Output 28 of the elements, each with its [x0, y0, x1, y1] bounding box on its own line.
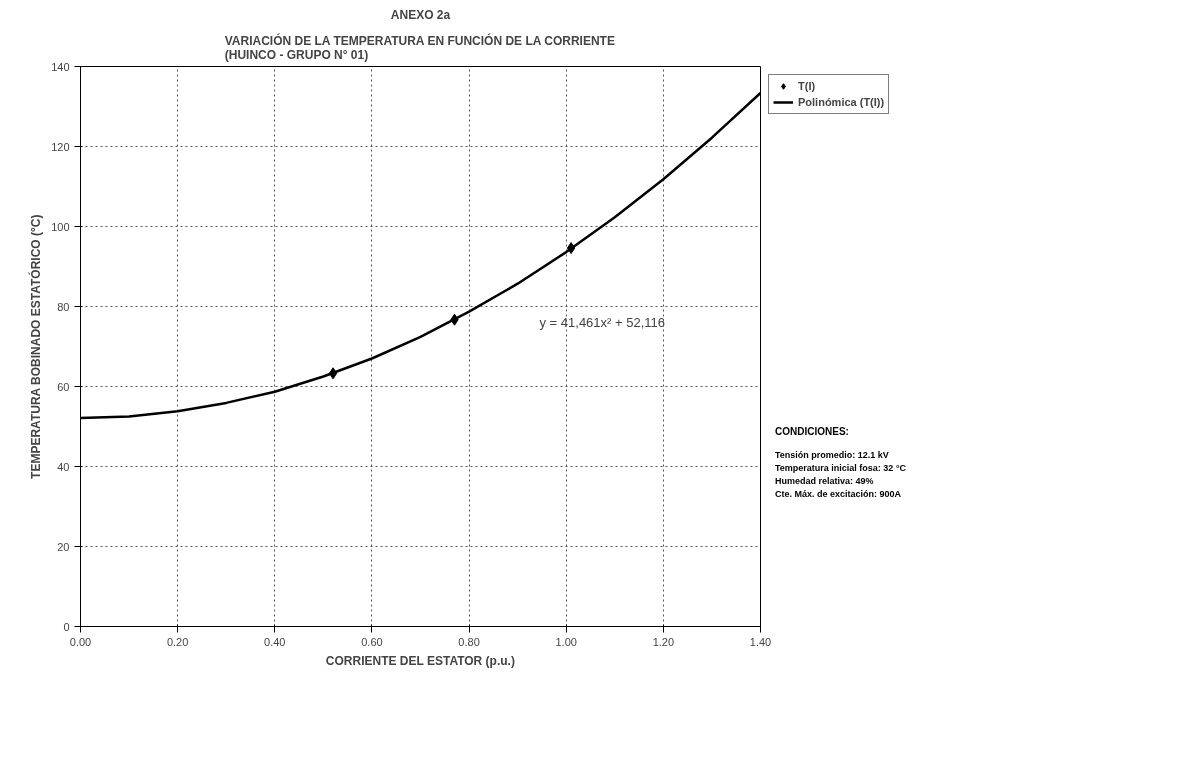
y-tick-label: 140	[51, 60, 70, 73]
annotation: y = 41,461x² + 52,116	[539, 314, 666, 330]
y-tick-label: 60	[57, 380, 70, 393]
x-tick-label: 0.60	[361, 635, 383, 648]
x-tick-label: 0.80	[458, 635, 480, 648]
chart-subtitle: VARIACIÓN DE LA TEMPERATURA EN FUNCIÓN DE LA CORRIENTE (HUINCO - GRUPO N° 01)	[224, 32, 615, 62]
text: Temperatura inicial fosa: 32 °C	[775, 462, 906, 475]
x-tick-label: 1.00	[555, 635, 577, 648]
y-tick-label: 100	[51, 220, 70, 233]
chart-title: ANEXO 2a	[390, 7, 451, 22]
y-tick-label: 80	[57, 300, 70, 313]
x-tick-label: 0.00	[69, 635, 92, 648]
y-tick-label: 40	[57, 460, 70, 473]
y-tick-label: 20	[57, 540, 70, 553]
y-tick-label: 0	[63, 620, 70, 633]
x-tick-label: 0.40	[264, 635, 286, 648]
x-tick-label: 1.20	[652, 635, 675, 648]
text: Tensión promedio: 12.1 kV	[775, 449, 890, 463]
text: Cte. Máx. de excitación: 900A	[775, 487, 903, 501]
x-tick-label: 0.20	[166, 635, 189, 648]
text: CONDICIONES:	[775, 425, 850, 439]
x-tick-label: 1.40	[749, 635, 772, 648]
text: Humedad relativa: 49%	[775, 474, 875, 488]
x-axis-title: CORRIENTE DEL ESTATOR (p.u.)	[325, 653, 515, 668]
legend-label: Polinómica (T(I))	[798, 95, 885, 109]
y-tick-label: 120	[51, 140, 70, 153]
legend-label: T(I)	[798, 79, 817, 93]
y-axis-title: TEMPERATURA BOBINADO ESTATÓRICO (°C)	[28, 214, 44, 479]
